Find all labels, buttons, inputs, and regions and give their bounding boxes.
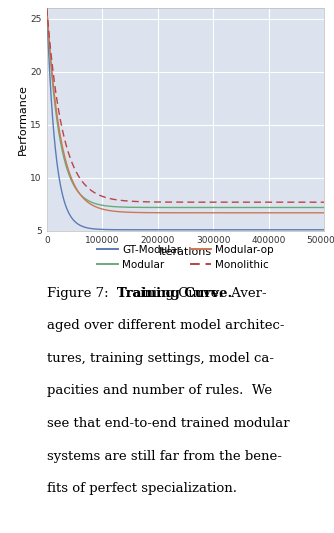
Y-axis label: Performance: Performance [18,84,28,155]
Text: fits of perfect specialization.: fits of perfect specialization. [47,482,237,495]
X-axis label: Iterations: Iterations [159,247,212,257]
Text: see that end-to-end trained modular: see that end-to-end trained modular [47,417,289,430]
Text: pacities and number of rules.  We: pacities and number of rules. We [47,384,272,398]
Text: Figure 7:  Training Curve.  Aver-: Figure 7: Training Curve. Aver- [47,287,267,300]
Text: tures, training settings, model ca-: tures, training settings, model ca- [47,352,274,365]
Text: systems are still far from the bene-: systems are still far from the bene- [47,449,282,463]
Text: aged over different model architec-: aged over different model architec- [47,319,284,332]
Legend: GT-Modular, Modular, Modular-op, Monolithic: GT-Modular, Modular, Modular-op, Monolit… [98,245,273,270]
Text: Figure 7:: Figure 7: [47,287,117,300]
Text: Training Curve.: Training Curve. [117,287,232,300]
